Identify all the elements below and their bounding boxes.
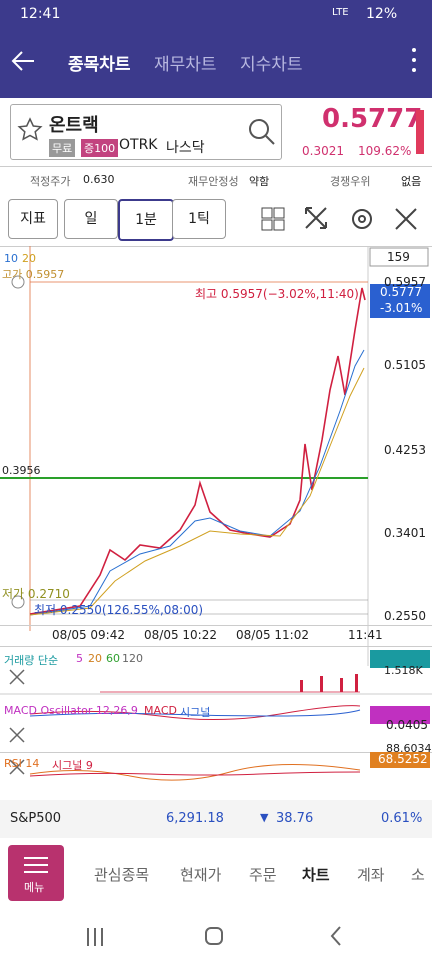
system-nav (87, 926, 341, 946)
volume-current: 815,082 (376, 676, 426, 690)
menu-button[interactable]: 메뉴 (8, 845, 64, 901)
divider (0, 166, 432, 167)
y-label: 0.3401 (384, 526, 426, 540)
macd-label: MACD (144, 704, 177, 717)
volume-ma: 120 (122, 652, 143, 665)
divider (0, 646, 432, 647)
hline-label: 0.3956 (2, 464, 41, 477)
y-label: 0.4253 (384, 443, 426, 457)
tab[interactable]: 재무차트 (154, 55, 217, 75)
current-price-tag: 0.5777 (380, 285, 422, 299)
price-bar (416, 110, 424, 154)
ticker: OTRK (119, 137, 158, 153)
change-pct: 109.62% (358, 144, 412, 158)
toolbar-icons[interactable] (258, 204, 428, 236)
search-icon[interactable] (247, 117, 277, 147)
macd-current: 0.0064 (380, 734, 422, 748)
macd-signal: 시그널 (180, 706, 211, 719)
price: 0.5777 (322, 104, 423, 134)
period-button-active[interactable]: 1분 (118, 199, 174, 241)
market: 나스닥 (166, 140, 205, 156)
divider (0, 246, 432, 247)
x-label: 08/05 10:22 (144, 628, 217, 642)
ma-label: 20 (22, 252, 36, 265)
badge: 증100 (81, 139, 119, 157)
volume-ma: 60 (106, 652, 120, 665)
menu-label: 메뉴 (24, 881, 45, 894)
nav-item-active[interactable]: 차트 (302, 866, 330, 884)
period-button[interactable]: 1틱 (172, 199, 226, 239)
volume-title: 거래량 단순 (4, 654, 59, 667)
y-label: 0.2550 (384, 609, 426, 623)
index-bar: S&P500 6,291.18 ▼ 38.76 0.61% (0, 800, 432, 838)
high-label: 고가 0.5957 (2, 268, 65, 281)
indicator-button[interactable]: 지표 (8, 199, 58, 239)
rsi-title: RSI 14 (4, 757, 40, 770)
status-time: 12:41 (20, 6, 61, 22)
info-label: 적정주가 (30, 175, 71, 188)
volume-ma: 5 (76, 652, 83, 665)
min-note: 최저 0.2550(126.55%,08:00) (34, 603, 204, 617)
info-label: 재무안정성 (188, 175, 239, 188)
change: 0.3021 (302, 144, 344, 158)
macd-axis: 0.0405 (386, 718, 428, 732)
y-label: 0.5957 (384, 275, 426, 289)
macd-title: MACD Oscillator 12,26,9 (4, 704, 138, 717)
price-chart (0, 246, 430, 666)
back-button[interactable] (8, 46, 38, 76)
period-button[interactable]: 일 (64, 199, 118, 239)
more-button[interactable] (406, 44, 422, 76)
y-label: 0.5105 (384, 358, 426, 372)
info-value: 없음 (401, 175, 422, 188)
nav-item[interactable]: 관심종목 (94, 866, 150, 884)
divider (0, 752, 432, 753)
indicator-panels (0, 650, 432, 743)
candle-count: 159 (387, 250, 410, 264)
nav-item[interactable]: 주문 (249, 866, 277, 884)
index-change: 38.76 (276, 811, 314, 826)
header: 12:41 LTE 12% 종목차트 재무차트 지수차트 (0, 0, 432, 98)
favorite-icon[interactable] (17, 117, 43, 143)
max-note: 최고 0.5957(−3.02%,11:40) (195, 287, 359, 301)
nav-item[interactable]: 계좌 (357, 866, 385, 884)
info-label: 경쟁우위 (330, 175, 371, 188)
nav-item[interactable]: 현재가 (180, 866, 222, 884)
ma-label: 10 (4, 252, 18, 265)
index-pct: 0.61% (381, 811, 423, 826)
badge: 무료 (49, 139, 76, 157)
status-battery: 12% (366, 6, 398, 22)
stock-search-box[interactable]: 온트랙 무료 증100 OTRK 나스닥 (10, 104, 282, 160)
stock-name: 온트랙 (49, 115, 99, 136)
tab[interactable]: 지수차트 (240, 55, 303, 75)
volume-ma: 20 (88, 652, 102, 665)
low-label: 저가 0.2710 (2, 587, 70, 601)
x-label: 11:41 (348, 628, 383, 642)
tab-active[interactable]: 종목차트 (68, 55, 131, 75)
x-label: 08/05 09:42 (52, 628, 125, 642)
current-pct-tag: -3.01% (380, 301, 423, 315)
rsi-panel (9, 752, 430, 781)
index-value: 6,291.18 (166, 811, 224, 826)
info-value: 약함 (249, 175, 270, 188)
index-name: S&P500 (10, 811, 62, 826)
nav-item[interactable]: 소 (411, 866, 425, 884)
rsi-signal: 시그널 9 (52, 759, 93, 772)
rsi-current: 68.5252 (378, 752, 428, 766)
x-label: 08/05 11:02 (236, 628, 309, 642)
volume-axis: 1.518K (384, 664, 423, 677)
info-value: 0.630 (83, 173, 115, 186)
divider (0, 625, 432, 626)
rsi-axis: 88.6034 (386, 742, 432, 755)
status-network: LTE (332, 7, 349, 18)
